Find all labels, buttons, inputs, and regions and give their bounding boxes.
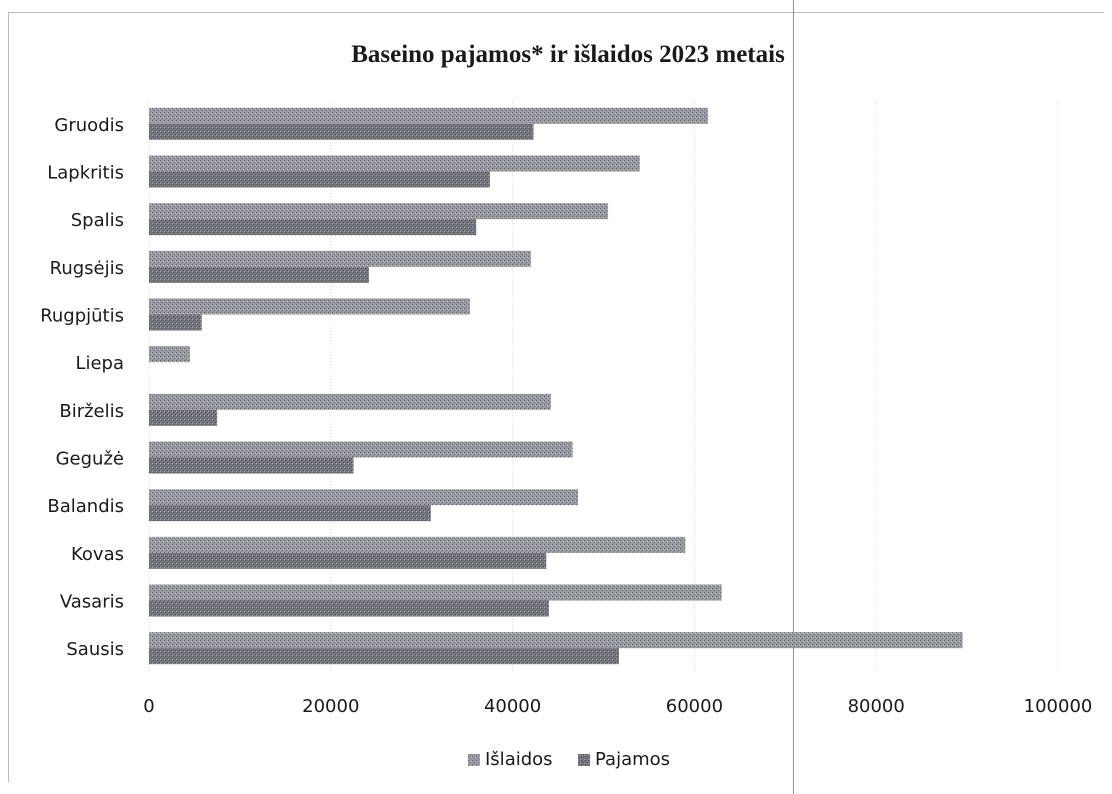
- scan-artifact-line: [793, 0, 794, 794]
- legend-label-0: Išlaidos: [485, 749, 553, 770]
- category-label: Birželis: [59, 401, 124, 422]
- bar-islaidos-5: [149, 393, 551, 410]
- category-label: Rugpjūtis: [40, 306, 124, 327]
- bar-islaidos-6: [149, 346, 190, 363]
- bar-pajamos-2: [149, 552, 547, 569]
- bar-pajamos-11: [149, 123, 534, 140]
- category-label: Balandis: [47, 496, 124, 517]
- category-label: Liepa: [75, 353, 124, 374]
- category-label: Vasaris: [60, 592, 124, 613]
- bar-islaidos-7: [149, 298, 470, 315]
- bar-islaidos-1: [149, 584, 722, 601]
- bar-pajamos-4: [149, 457, 354, 474]
- bars: [149, 107, 963, 665]
- bar-pajamos-7: [149, 314, 202, 331]
- category-label: Spalis: [71, 210, 124, 231]
- legend-swatch-0: [468, 754, 480, 766]
- x-tick-label: 80000: [848, 696, 905, 717]
- chart-title: Baseino pajamos* ir išlaidos 2023 metais: [351, 41, 785, 68]
- bar-islaidos-0: [149, 632, 963, 649]
- x-tick-label: 60000: [666, 696, 723, 717]
- category-label: Gegužė: [56, 449, 124, 470]
- bar-islaidos-10: [149, 155, 640, 172]
- bar-pajamos-3: [149, 505, 431, 522]
- legend: Išlaidos Pajamos: [468, 749, 670, 770]
- x-tick-label: 40000: [484, 696, 541, 717]
- bar-islaidos-2: [149, 536, 686, 553]
- category-label: Gruodis: [54, 115, 124, 136]
- x-tick-label: 20000: [302, 696, 359, 717]
- bar-islaidos-11: [149, 107, 709, 124]
- category-label: Lapkritis: [47, 163, 124, 184]
- bar-islaidos-3: [149, 489, 579, 506]
- category-label: Kovas: [71, 544, 124, 565]
- category-label: Rugsėjis: [50, 258, 124, 279]
- bar-islaidos-8: [149, 250, 531, 267]
- bar-pajamos-8: [149, 266, 369, 283]
- bar-pajamos-9: [149, 219, 477, 236]
- bar-pajamos-0: [149, 648, 619, 665]
- bar-islaidos-9: [149, 203, 609, 220]
- bar-pajamos-5: [149, 409, 218, 426]
- category-labels: Sausis Vasaris Kovas Balandis Gegužė Birželis…: [40, 115, 124, 660]
- x-tick-label: 100000: [1024, 696, 1093, 717]
- category-label: Sausis: [66, 639, 124, 660]
- bar-pajamos-1: [149, 600, 549, 617]
- bar-pajamos-10: [149, 171, 490, 188]
- chart-frame-top: [8, 12, 1104, 13]
- bar-islaidos-4: [149, 441, 573, 458]
- chart-frame-left: [8, 12, 9, 782]
- legend-label-1: Pajamos: [595, 749, 670, 770]
- legend-swatch-1: [578, 754, 590, 766]
- gridlines: [148, 100, 1059, 672]
- x-tick-label: 0: [143, 696, 154, 717]
- x-tick-labels: 0 20000 40000 60000 80000 100000: [143, 696, 1092, 717]
